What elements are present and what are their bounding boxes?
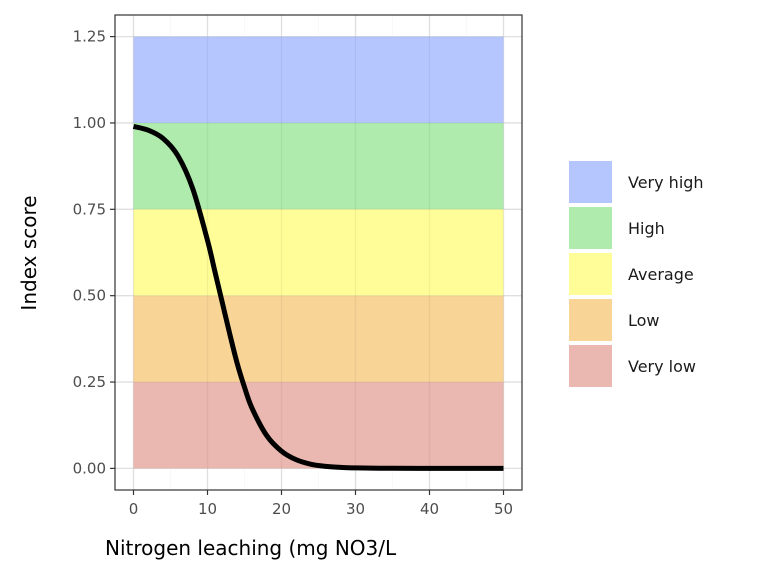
legend-key-average — [569, 253, 612, 295]
y-tick-label-2: 0.50 — [73, 287, 106, 305]
band-average — [133, 209, 504, 296]
series-line — [132, 123, 504, 471]
band-high — [133, 122, 504, 210]
y-tick-label-3: 0.75 — [73, 200, 106, 218]
y-axis-title: Index score — [17, 195, 41, 310]
grid-over — [115, 15, 522, 490]
bands — [133, 36, 504, 469]
legend-label-average: Average — [628, 265, 694, 284]
y-tick-label-4: 1.00 — [73, 114, 106, 132]
x-tick-label-3: 30 — [346, 500, 365, 518]
y-tick-label-0: 0.00 — [73, 459, 106, 477]
legend: Very high High Average Low Very low — [569, 161, 704, 387]
legend-label-low: Low — [628, 311, 660, 330]
legend-label-very-low: Very low — [628, 357, 696, 376]
band-very-low — [133, 382, 504, 469]
legend-label-high: High — [628, 219, 665, 238]
band-low — [133, 295, 504, 383]
legend-key-very-high — [569, 161, 612, 203]
x-axis-title: Nitrogen leaching (mg NO3/L — [105, 536, 397, 560]
y-tick-label-5: 1.25 — [73, 28, 106, 46]
x-tick-label-5: 50 — [494, 500, 513, 518]
y-axis: 0.00 0.25 0.50 0.75 1.00 1.25 — [73, 28, 115, 477]
x-tick-label-2: 20 — [272, 500, 291, 518]
x-tick-label-1: 10 — [198, 500, 217, 518]
x-axis: 0 10 20 30 40 50 — [129, 490, 513, 518]
legend-key-very-low — [569, 345, 612, 387]
legend-key-low — [569, 299, 612, 341]
panel-border — [114, 14, 523, 491]
legend-label-very-high: Very high — [628, 173, 704, 192]
x-tick-label-0: 0 — [129, 500, 139, 518]
y-tick-label-1: 0.25 — [73, 373, 106, 391]
legend-key-high — [569, 207, 612, 249]
band-very-high — [133, 36, 504, 123]
x-tick-label-4: 40 — [420, 500, 439, 518]
